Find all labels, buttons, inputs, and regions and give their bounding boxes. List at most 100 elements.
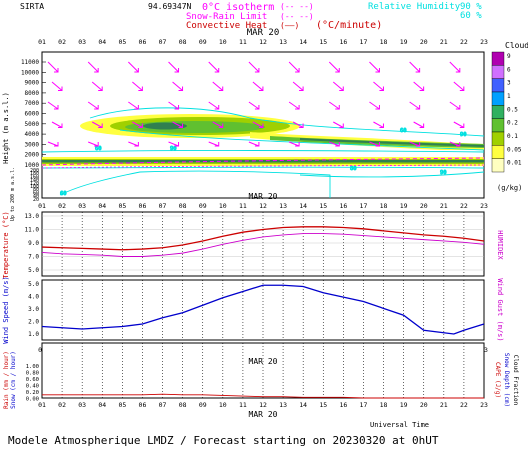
wind-arrow [51,121,63,128]
colorbar-swatch [491,145,505,159]
cloud-field [42,114,484,166]
lower-height-tick-label: 80 [33,187,39,193]
temp-tick-label: 9.0 [28,240,39,247]
humidity-90: 90 % [460,2,482,12]
wind-arrow [212,81,224,91]
wind-arrow [168,61,179,73]
wind-arrow [369,141,380,147]
wind-arrow [449,101,461,110]
hour-axis-top: 01 02 03 04 05 06 07 08 09 10 11 12 13 14 15 16 17 18 19 20… [38,38,488,46]
hour-tick-label: 17 [360,38,368,46]
temp-tick-label: 11.0 [25,227,40,234]
wind-arrow-head [94,105,99,110]
wind-arrow-head [58,86,63,91]
hour-tick-label: 19 [400,202,408,210]
hour-tick-label: 14 [299,202,307,210]
hour-tick-label: 22 [460,38,468,46]
wind-arrow [128,101,139,110]
wind-arrow [288,101,300,110]
wind-arrow-head [455,142,461,147]
temperature-panel-frame [41,211,485,277]
lower-height-tick-label: 20 [33,197,39,203]
wind-arrow-head [258,86,264,91]
station-label: SIRTA [20,2,44,11]
colorbar-label: 0.2 [507,120,518,127]
cloud-ylabel: Height (m a.s.l.) [2,92,10,164]
wind-arrow-head [419,86,425,91]
hour-tick-label: 23 [480,38,488,46]
hour-tick-label: 03 [78,401,86,409]
colorbar-swatch [491,51,505,66]
wind-arrow-head [415,68,421,73]
wind-arrow [369,61,380,73]
wind-arrow [373,81,384,91]
hour-tick-label: 20 [420,38,428,46]
colorbar-label: 6 [507,66,511,73]
wind-arrow-head [299,86,304,91]
colorbar-swatch [491,78,505,93]
hour-tick-label: 15 [319,38,327,46]
humidity-contours: 60 90 60 90 80 60 90 [41,107,485,198]
wind-arrow [128,141,139,147]
wind-arrow [413,121,424,128]
wind-arrow [413,81,424,91]
wind-panel: 5.0 4.0 3.0 2.0 1.0 [28,279,485,341]
hour-tick-label: 21 [440,38,448,46]
colorbar-swatch [491,131,505,146]
wind-arrow [449,141,461,147]
wind-arrow [208,101,220,110]
rain-panel: MAR 20 1.000.800.600.400.200.00 [26,342,485,403]
forecast-title: Modele Atmospherique LMDZ / Forecast sta… [8,434,439,447]
cloud-band-low-core [42,160,484,163]
wind-arrow-head [58,123,63,128]
colorbar-swatch [491,105,505,119]
wind-arrow-head [98,123,103,128]
hour-tick-label: 10 [219,401,227,409]
hour-tick-label: 17 [360,202,368,210]
wind-arrow [333,121,344,128]
wind-arrow-head [54,68,59,73]
colorbar-title: Clouds [505,41,528,50]
colorbar-swatch [491,118,505,133]
hour-tick-label: 07 [159,202,167,210]
temp-tick-label: 7.0 [28,254,39,261]
rain-tick-label: 0.20 [26,390,39,396]
humidity-contour-label: 90 [170,146,177,152]
colorbar-label: 1 [507,93,511,100]
wind-arrow-head [379,86,384,91]
humidity-contour-label: 90 [460,132,467,138]
hour-tick-label: 19 [400,38,408,46]
cloud-fraction-ylabel: Cloud Fraction [512,355,519,406]
wind-arrow-head [375,105,380,110]
hour-tick-label: 08 [179,401,187,409]
wind-arrow-head [174,142,180,147]
wind-arrow [87,141,99,147]
wind-tick-label: 5.0 [28,281,39,288]
hour-axis-mid: 01 02 03 04 05 06 07 08 09 10 11 12 13 14 15 16 17 18 19 20… [38,202,488,210]
wind-arrow [252,81,264,91]
wind-arrow [332,81,344,91]
wind-arrow [208,61,220,73]
snow-rain-style: (-- --) [280,12,314,21]
wind-arrow [409,141,420,147]
humidity-contour-label: 60 [60,191,67,197]
hour-tick-label: 04 [98,202,106,210]
wind-arrow-head [214,142,220,147]
hour-tick-label: 13 [279,401,287,409]
hour-tick-label: 06 [139,202,147,210]
height-tick-label: 3000 [25,141,40,148]
hour-tick-label: 21 [440,202,448,210]
humidity-legend: Relative Humidity [368,2,461,12]
temp-tick-label: 5.0 [28,267,39,274]
wind-arrow [369,101,380,110]
wind-arrow-head [339,86,344,91]
wind-arrow-head [94,68,99,73]
wind-arrow [47,141,59,147]
lower-height-tick-label: 200 [30,168,39,174]
wind-tick-label: 2.0 [28,319,39,326]
hour-tick-label: 15 [319,401,327,409]
colorbar-swatch [491,158,505,173]
wind-arrow-head [335,68,340,73]
wind-arrow [328,101,340,110]
hour-tick-label: 04 [98,401,106,409]
